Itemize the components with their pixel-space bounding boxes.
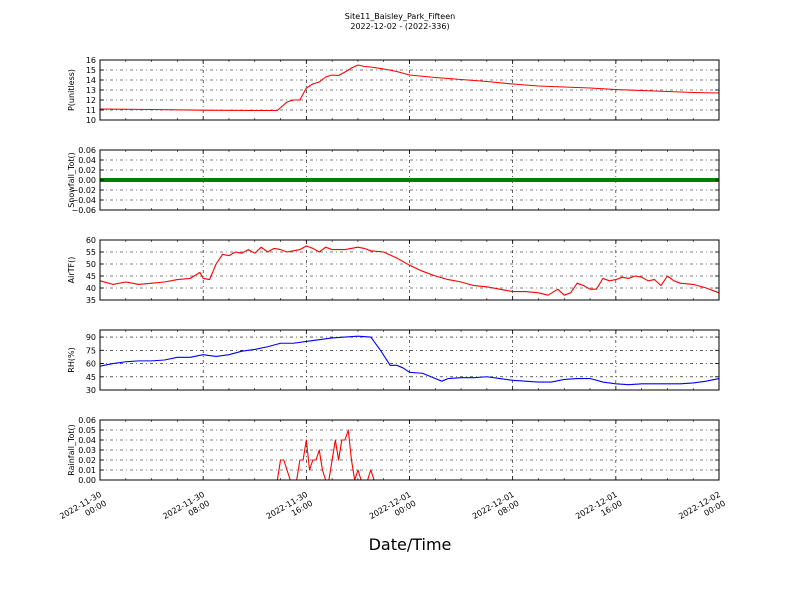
panel-rainfall: 0.000.010.020.030.040.050.06Rainfall_Tot… [67,416,720,485]
y-tick-label: 45 [86,272,96,281]
panel-rh: 30 45 60 75 90 RH(%) [67,329,720,395]
y-tick-label: 0.06 [78,146,96,155]
panel-snowfall: −0.06−0.04−0.020.000.020.040.06Snowfall_… [67,146,720,215]
y-axis-label-pressure: P(unitless) [67,69,76,111]
series-line-rh [99,335,720,386]
y-tick-label: 45 [86,373,96,382]
y-tick-label: 12 [86,96,96,105]
y-axis-label-airtemp: AirTF() [67,257,76,284]
y-tick-label: 30 [86,386,96,395]
y-axis-label-rh: RH(%) [67,347,76,372]
y-tick-label: 16 [86,56,96,65]
y-tick-label: 0.00 [78,476,96,485]
y-tick-label: 40 [86,284,96,293]
y-tick-label: 0.00 [78,176,96,185]
y-tick-label: 13 [86,86,96,95]
y-tick-label: 60 [86,360,96,369]
y-tick-label: 0.06 [78,416,96,425]
y-tick-label: 75 [86,346,96,355]
y-axis-label-snowfall: Snowfall_Tot() [67,152,76,208]
y-tick-label: 55 [86,248,96,257]
chart-title-line2: 2022-12-02 - (2022-336) [350,22,449,31]
y-tick-label: 0.01 [78,466,96,475]
y-tick-label: 0.03 [78,446,96,455]
y-tick-label: 0.02 [78,456,96,465]
y-tick-label: 0.02 [78,166,96,175]
y-tick-label: 60 [86,236,96,245]
y-tick-label: 14 [86,76,96,85]
y-tick-label: 0.04 [78,436,96,445]
y-tick-label: 90 [86,333,96,342]
y-tick-label: −0.04 [71,196,96,205]
y-tick-label: −0.06 [71,206,96,215]
y-tick-label: 50 [86,260,96,269]
y-axis-label-rainfall: Rainfall_Tot() [67,424,76,476]
y-tick-label: 0.05 [78,426,96,435]
y-tick-label: 0.04 [78,156,96,165]
y-tick-label: 35 [86,296,96,305]
series-line-pressure [99,64,720,112]
series-line-airtemp [99,245,720,296]
chart-title-line1: Site11_Baisley_Park_Fifteen [345,12,455,21]
x-axis-label: Date/Time [369,535,452,554]
panel-airtemp: 35 40 45 50 55 60 AirTF() [67,236,720,305]
y-tick-label: −0.02 [71,186,96,195]
y-tick-label: 11 [86,106,96,115]
y-tick-label: 10 [86,116,96,125]
y-tick-label: 15 [86,66,96,75]
